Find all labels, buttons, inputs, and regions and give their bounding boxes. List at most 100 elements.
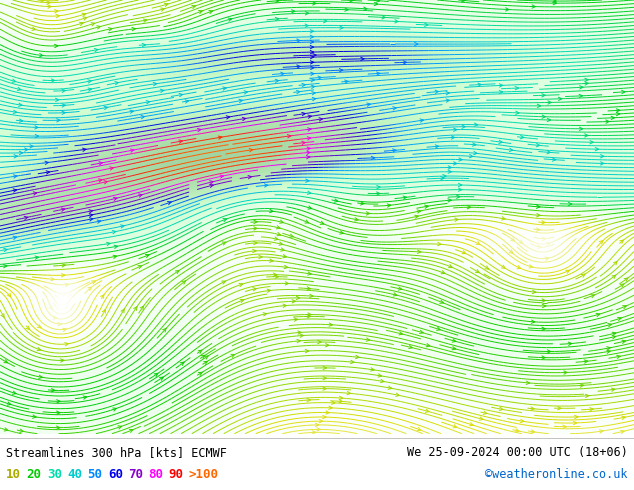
FancyArrowPatch shape [108, 27, 112, 31]
FancyArrowPatch shape [198, 10, 202, 14]
FancyArrowPatch shape [501, 217, 505, 220]
FancyArrowPatch shape [302, 141, 306, 145]
FancyArrowPatch shape [198, 372, 202, 375]
FancyArrowPatch shape [97, 220, 101, 223]
FancyArrowPatch shape [264, 184, 268, 187]
FancyArrowPatch shape [307, 315, 311, 318]
FancyArrowPatch shape [307, 128, 311, 131]
FancyArrowPatch shape [161, 8, 164, 11]
FancyArrowPatch shape [448, 170, 451, 173]
FancyArrowPatch shape [395, 20, 398, 23]
FancyArrowPatch shape [4, 248, 7, 252]
FancyArrowPatch shape [13, 189, 16, 192]
FancyArrowPatch shape [617, 355, 620, 359]
FancyArrowPatch shape [621, 430, 624, 434]
FancyArrowPatch shape [309, 294, 313, 297]
FancyArrowPatch shape [218, 136, 222, 139]
FancyArrowPatch shape [387, 204, 391, 207]
FancyArrowPatch shape [315, 423, 319, 427]
FancyArrowPatch shape [26, 326, 30, 329]
FancyArrowPatch shape [65, 343, 68, 346]
FancyArrowPatch shape [242, 117, 246, 121]
FancyArrowPatch shape [19, 119, 23, 122]
FancyArrowPatch shape [542, 115, 545, 119]
FancyArrowPatch shape [13, 110, 17, 114]
FancyArrowPatch shape [499, 90, 503, 94]
FancyArrowPatch shape [210, 184, 213, 188]
FancyArrowPatch shape [553, 1, 557, 5]
FancyArrowPatch shape [179, 140, 183, 143]
FancyArrowPatch shape [62, 264, 65, 267]
FancyArrowPatch shape [19, 151, 23, 154]
FancyArrowPatch shape [87, 80, 91, 83]
Text: 90: 90 [169, 468, 184, 481]
FancyArrowPatch shape [543, 304, 546, 308]
FancyArrowPatch shape [614, 262, 617, 265]
FancyArrowPatch shape [62, 293, 66, 296]
Text: Streamlines 300 hPa [kts] ECMWF: Streamlines 300 hPa [kts] ECMWF [6, 446, 227, 459]
FancyArrowPatch shape [275, 79, 279, 82]
FancyArrowPatch shape [584, 360, 588, 363]
FancyArrowPatch shape [334, 199, 338, 202]
FancyArrowPatch shape [531, 430, 534, 433]
FancyArrowPatch shape [82, 148, 86, 151]
FancyArrowPatch shape [462, 250, 466, 254]
FancyArrowPatch shape [56, 119, 60, 122]
FancyArrowPatch shape [62, 89, 65, 93]
FancyArrowPatch shape [160, 377, 163, 380]
FancyArrowPatch shape [283, 255, 287, 258]
FancyArrowPatch shape [515, 429, 519, 432]
FancyArrowPatch shape [553, 0, 556, 3]
FancyArrowPatch shape [403, 196, 406, 199]
FancyArrowPatch shape [437, 327, 440, 330]
FancyArrowPatch shape [167, 201, 171, 205]
FancyArrowPatch shape [542, 356, 545, 359]
FancyArrowPatch shape [35, 126, 38, 129]
FancyArrowPatch shape [307, 147, 311, 150]
FancyArrowPatch shape [154, 373, 158, 377]
FancyArrowPatch shape [110, 167, 113, 170]
FancyArrowPatch shape [542, 237, 545, 241]
FancyArrowPatch shape [371, 368, 374, 371]
FancyArrowPatch shape [548, 101, 551, 104]
FancyArrowPatch shape [449, 265, 452, 268]
FancyArrowPatch shape [538, 104, 541, 107]
FancyArrowPatch shape [120, 225, 124, 228]
FancyArrowPatch shape [41, 0, 44, 2]
FancyArrowPatch shape [435, 90, 439, 94]
FancyArrowPatch shape [521, 419, 524, 422]
FancyArrowPatch shape [306, 349, 309, 353]
FancyArrowPatch shape [374, 2, 378, 5]
FancyArrowPatch shape [142, 44, 146, 47]
FancyArrowPatch shape [393, 293, 397, 296]
FancyArrowPatch shape [292, 10, 295, 13]
FancyArrowPatch shape [244, 91, 247, 94]
FancyArrowPatch shape [112, 230, 116, 234]
FancyArrowPatch shape [63, 328, 67, 331]
Text: We 25-09-2024 00:00 UTC (18+06): We 25-09-2024 00:00 UTC (18+06) [407, 446, 628, 459]
FancyArrowPatch shape [198, 128, 201, 132]
FancyArrowPatch shape [345, 8, 348, 11]
FancyArrowPatch shape [354, 218, 358, 221]
FancyArrowPatch shape [340, 231, 344, 234]
FancyArrowPatch shape [253, 288, 256, 291]
FancyArrowPatch shape [474, 123, 478, 126]
FancyArrowPatch shape [306, 155, 310, 159]
FancyArrowPatch shape [318, 76, 321, 79]
FancyArrowPatch shape [12, 79, 16, 82]
FancyArrowPatch shape [311, 66, 314, 70]
FancyArrowPatch shape [79, 22, 83, 25]
FancyArrowPatch shape [552, 158, 556, 161]
FancyArrowPatch shape [60, 359, 64, 362]
FancyArrowPatch shape [46, 171, 49, 174]
FancyArrowPatch shape [307, 137, 311, 140]
FancyArrowPatch shape [83, 17, 87, 20]
FancyArrowPatch shape [275, 17, 279, 21]
FancyArrowPatch shape [459, 158, 462, 161]
FancyArrowPatch shape [32, 415, 36, 418]
FancyArrowPatch shape [420, 330, 424, 334]
FancyArrowPatch shape [98, 179, 102, 182]
FancyArrowPatch shape [557, 407, 561, 410]
FancyArrowPatch shape [254, 227, 257, 230]
FancyArrowPatch shape [323, 366, 327, 369]
